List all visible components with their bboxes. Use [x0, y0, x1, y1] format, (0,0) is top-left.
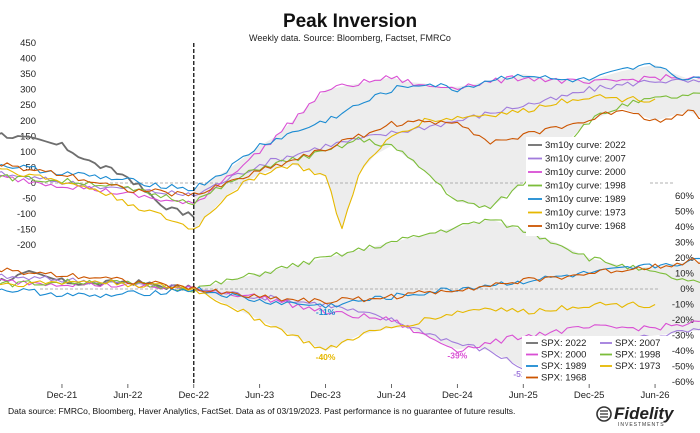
fidelity-swirl-icon [596, 406, 612, 422]
shaded-band-area [193, 64, 700, 230]
legend-entry: 3m10y curve: 2000 [545, 167, 626, 178]
top-series-3m10y-curve-1973 [0, 94, 656, 230]
legend-entry: SPX: 1989 [541, 361, 586, 372]
top-y-tick-label: -50 [22, 194, 36, 205]
x-tick-label: Jun-23 [245, 390, 274, 401]
bottom-shaded-band [193, 219, 700, 369]
x-tick-label: Dec-23 [310, 390, 341, 401]
fidelity-logo: Fidelity INVESTMENTS [596, 404, 675, 428]
legend-entry: 3m10y curve: 1968 [545, 221, 626, 232]
legend-entry: SPX: 1973 [615, 361, 660, 372]
x-axis: Dec-21 Jun-22 Dec-22 Jun-23 Dec-23 Jun-24 Dec-… [47, 384, 670, 401]
top-y-tick-label: 0 [31, 178, 36, 189]
chart-subtitle: Weekly data. Source: Bloomberg, Factset,… [249, 33, 451, 43]
fidelity-logo-text: Fidelity [614, 404, 675, 423]
x-tick-label: Jun-26 [641, 390, 670, 401]
bottom-y-tick-label: 20% [675, 253, 695, 264]
bottom-series-spx-2022 [0, 270, 195, 291]
top-y-axis: 450400350300250200150100500-50-100-150-2… [17, 38, 36, 251]
top-series-group [0, 62, 700, 230]
legend-entry: 3m10y curve: 1998 [545, 181, 626, 192]
legend-entry: SPX: 1968 [541, 373, 586, 384]
legend-entry: SPX: 2022 [541, 338, 586, 349]
top-y-tick-label: 250 [20, 100, 36, 111]
legend-entry: 3m10y curve: 1973 [545, 208, 626, 219]
bottom-series-spx-1968 [0, 257, 700, 305]
x-tick-label: Jun-25 [509, 390, 538, 401]
bottom-y-tick-label: -50% [672, 362, 695, 373]
legend-entry: SPX: 1998 [615, 350, 660, 361]
bottom-series-group [0, 218, 700, 370]
x-tick-label: Dec-25 [574, 390, 605, 401]
top-y-tick-label: 200 [20, 116, 36, 127]
x-tick-label: Dec-24 [442, 390, 473, 401]
legend-entry: 3m10y curve: 1989 [545, 194, 626, 205]
bottom-y-tick-label: 40% [675, 222, 695, 233]
fidelity-logo-subtext: INVESTMENTS [618, 422, 665, 428]
bottom-series-spx-1998 [0, 218, 700, 293]
top-legend: 3m10y curve: 2022 3m10y curve: 2007 3m10y … [526, 137, 650, 236]
shaded-band-area [193, 219, 700, 369]
chart-title: Peak Inversion [283, 11, 417, 32]
top-shaded-band [193, 64, 700, 230]
top-y-tick-label: 400 [20, 54, 36, 65]
bottom-y-tick-label: 60% [675, 191, 695, 202]
bottom-series-spx-2000 [0, 278, 700, 353]
x-tick-label: Dec-21 [47, 390, 78, 401]
legend-entry: 3m10y curve: 2022 [545, 140, 626, 151]
bottom-y-tick-label: -60% [672, 377, 695, 388]
top-y-tick-label: -150 [17, 225, 36, 236]
top-y-tick-label: -100 [17, 209, 36, 220]
top-y-tick-label: 50 [25, 162, 36, 173]
bottom-y-axis: 60% 50% 40% 30% 20% 10% 0% -10% -20% -30% -40% -50%… [672, 191, 695, 388]
annotation-label: -39% [447, 350, 467, 360]
bottom-y-tick-label: 50% [675, 207, 695, 218]
top-y-tick-label: 350 [20, 69, 36, 80]
top-legend-box [526, 137, 650, 236]
top-y-tick-label: 300 [20, 85, 36, 96]
bottom-series-spx-1973 [0, 279, 656, 351]
top-y-tick-label: -200 [17, 240, 36, 251]
bottom-y-tick-label: -30% [672, 331, 695, 342]
bottom-y-tick-label: -10% [672, 300, 695, 311]
bottom-y-tick-label: -40% [672, 346, 695, 357]
top-y-tick-label: 100 [20, 147, 36, 158]
bottom-y-tick-label: 0% [680, 284, 694, 295]
bottom-y-tick-label: 10% [675, 269, 695, 280]
bottom-series-spx-1989 [0, 257, 700, 309]
top-series-3m10y-curve-1998 [0, 92, 700, 210]
bottom-y-tick-label: 30% [675, 238, 695, 249]
legend-entry: SPX: 2007 [615, 338, 660, 349]
annotation-label: -40% [316, 352, 336, 362]
x-tick-label: Dec-22 [178, 390, 209, 401]
top-series-3m10y-curve-2000 [0, 74, 700, 205]
bottom-y-tick-label: -20% [672, 315, 695, 326]
x-tick-label: Jun-24 [377, 390, 406, 401]
footer-note: Data source: FMRCo, Bloomberg, Haver Ana… [8, 406, 515, 416]
top-series-3m10y-curve-1989 [0, 62, 700, 192]
x-tick-label: Jun-22 [113, 390, 142, 401]
legend-entry: SPX: 2000 [541, 350, 586, 361]
top-series-3m10y-curve-2022 [0, 132, 195, 218]
top-series-3m10y-curve-1968 [0, 109, 700, 197]
top-y-tick-label: 450 [20, 38, 36, 49]
annotation-label: -11% [316, 307, 336, 317]
legend-entry: 3m10y curve: 2007 [545, 154, 626, 165]
bottom-legend-box [522, 336, 670, 384]
